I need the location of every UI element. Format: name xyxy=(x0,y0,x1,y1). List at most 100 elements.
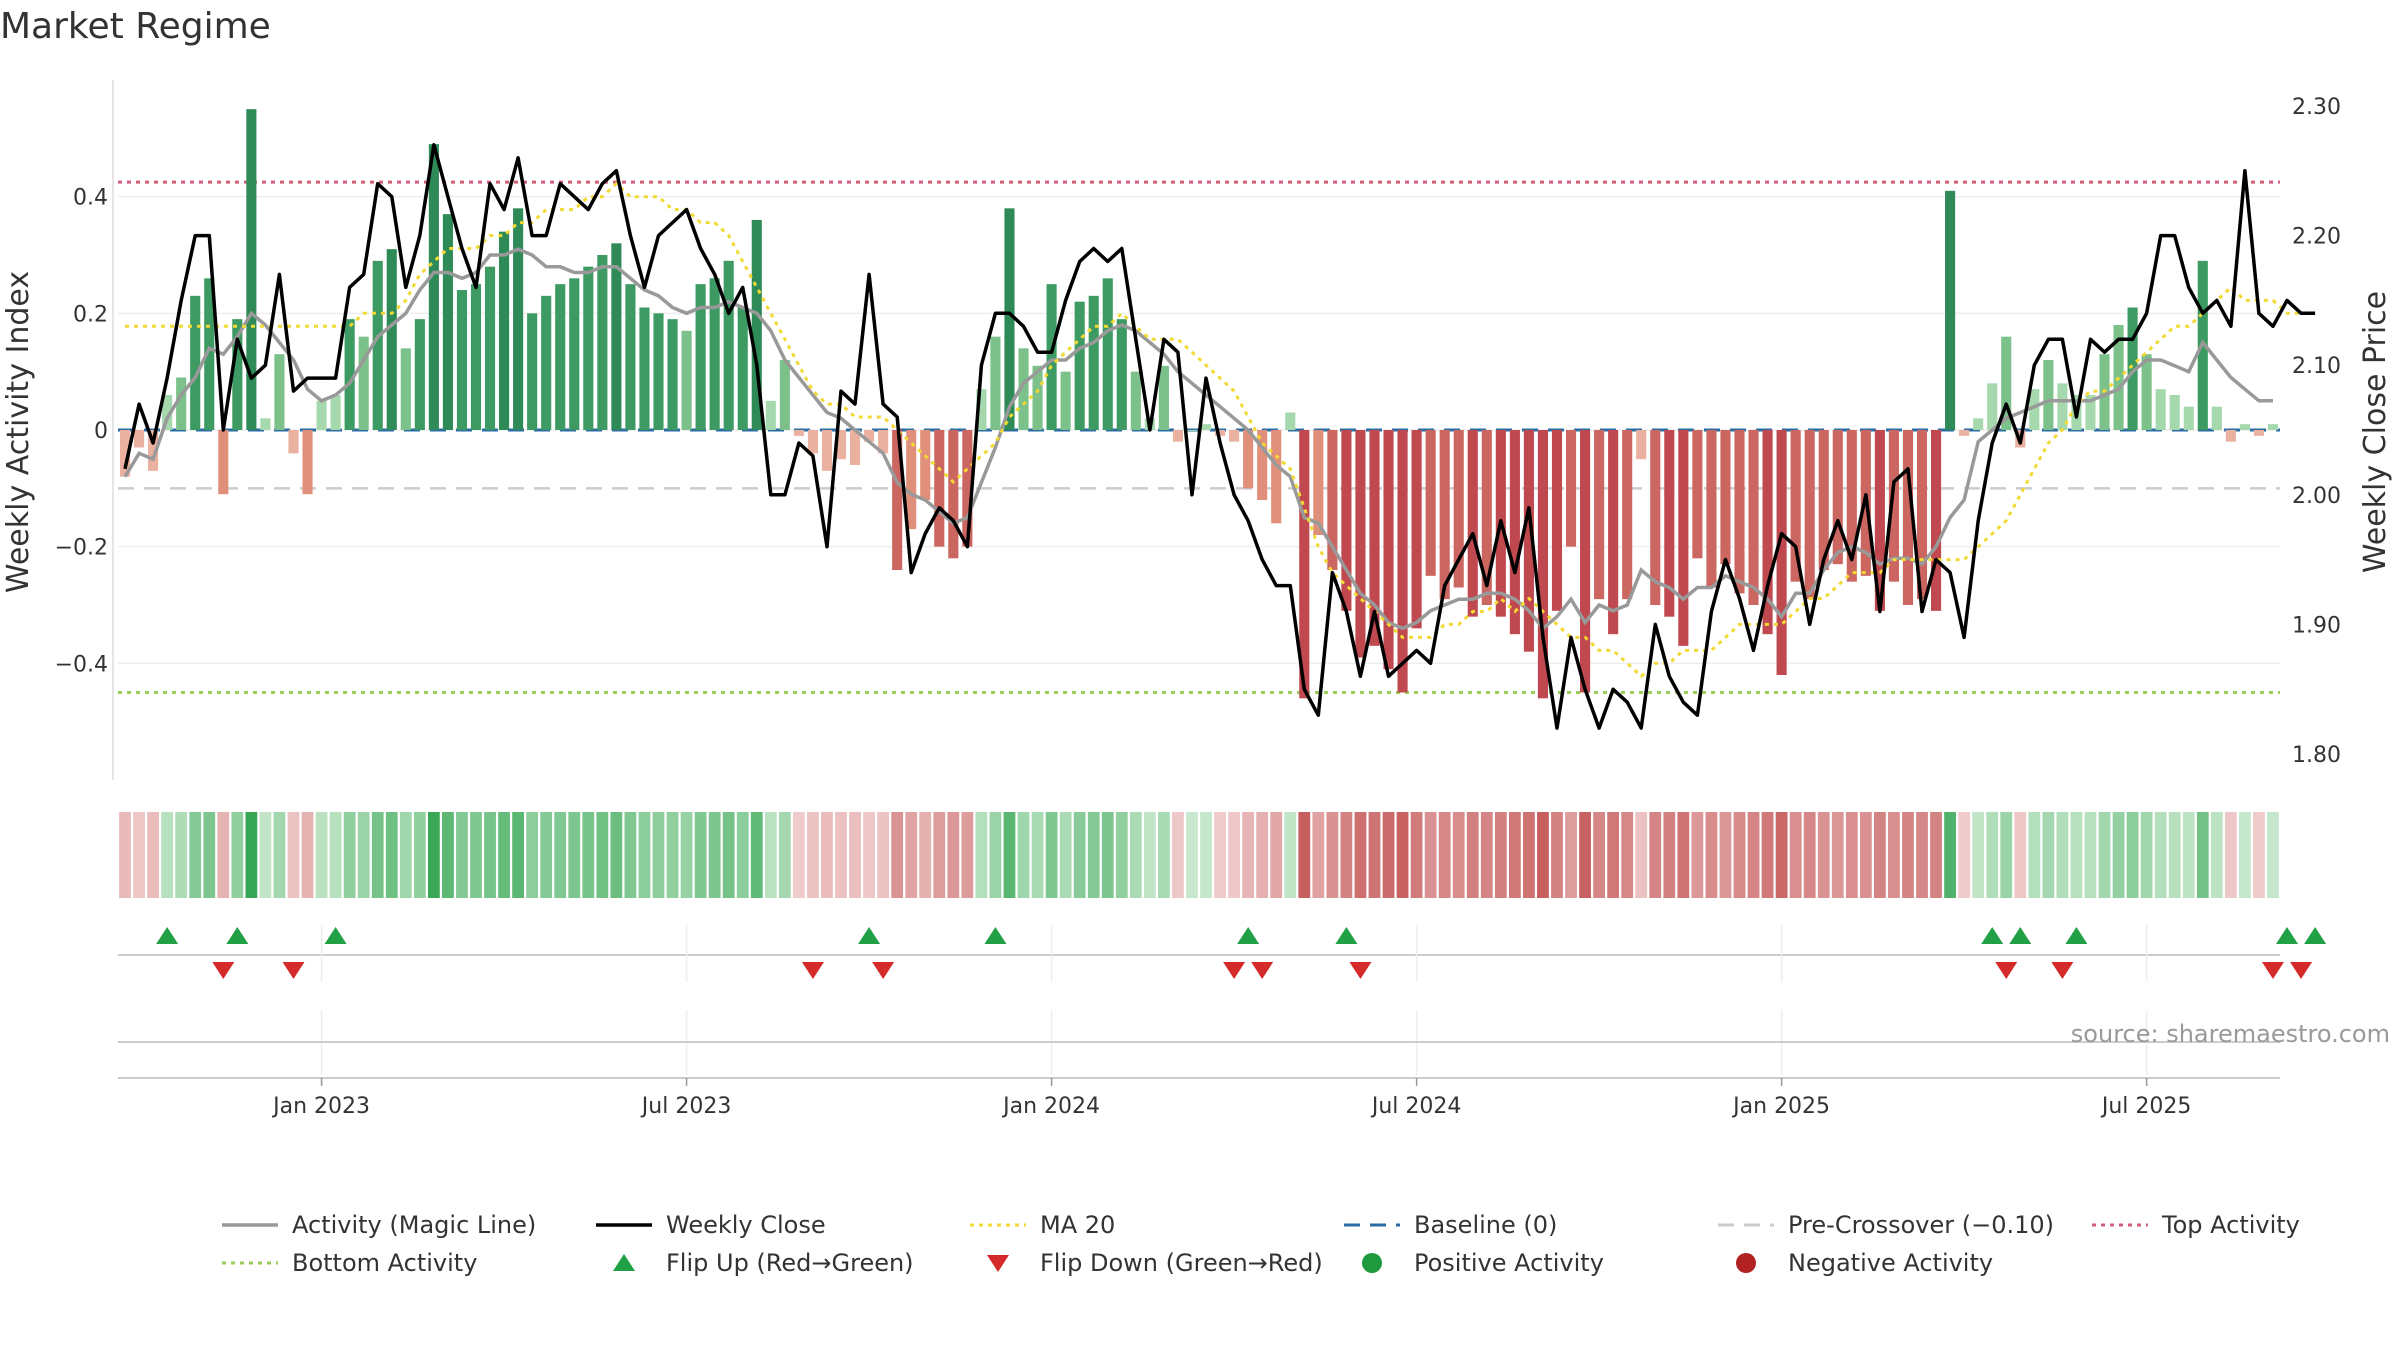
strip-cell-111 xyxy=(1677,812,1690,898)
activity-bar-67 xyxy=(1060,371,1071,430)
strip-cell-85 xyxy=(1312,812,1325,898)
activity-bar-50 xyxy=(821,430,833,471)
strip-cell-44 xyxy=(736,812,749,898)
activity-bar-96 xyxy=(1467,430,1478,617)
flip-up-marker-4 xyxy=(984,927,1007,944)
legend-item-10: Negative Activity xyxy=(1736,1249,1993,1277)
activity-bar-126 xyxy=(1888,430,1899,582)
flip-down-marker-9 xyxy=(2261,962,2284,979)
strip-cell-104 xyxy=(1579,812,1591,898)
magic-line xyxy=(123,247,2273,631)
chart-title: Market Regime xyxy=(0,6,271,47)
activity-bar-16 xyxy=(344,319,355,430)
flip-up-marker-7 xyxy=(1981,927,2004,944)
activity-bar-137 xyxy=(2043,360,2054,430)
activity-bar-76 xyxy=(1186,430,1198,431)
flip-down-marker-4 xyxy=(1223,962,1246,979)
strip-cell-68 xyxy=(1073,812,1086,898)
strip-cell-26 xyxy=(484,812,496,898)
activity-bar-20 xyxy=(400,348,411,430)
activity-bar-107 xyxy=(1622,430,1633,600)
legend-swatch-9 xyxy=(1362,1253,1382,1273)
activity-bar-101 xyxy=(1537,430,1549,699)
strip-cell-152 xyxy=(2253,812,2265,898)
activity-bar-65 xyxy=(1032,365,1043,430)
strip-cell-13 xyxy=(301,812,314,898)
activity-bar-36 xyxy=(625,284,636,430)
flip-down-marker-8 xyxy=(2051,962,2074,979)
activity-bar-8 xyxy=(232,319,243,430)
strip-cell-89 xyxy=(1368,812,1381,898)
legend-item-4: Pre-Crossover (−0.10) xyxy=(1718,1211,2054,1239)
strip-cell-37 xyxy=(638,812,651,898)
activity-bar-0 xyxy=(119,430,131,477)
strip-cell-116 xyxy=(1747,812,1760,898)
strip-cell-29 xyxy=(526,812,539,898)
activity-bar-89 xyxy=(1369,430,1380,646)
activity-bar-61 xyxy=(976,389,987,430)
strip-cell-112 xyxy=(1691,812,1704,898)
activity-bar-28 xyxy=(513,208,524,430)
strip-cell-65 xyxy=(1031,812,1044,898)
strip-cell-133 xyxy=(1986,812,1999,898)
strip-cell-105 xyxy=(1593,812,1606,898)
flip-markers-panel xyxy=(118,925,2327,982)
activity-bar-121 xyxy=(1818,430,1829,570)
strip-cell-56 xyxy=(905,812,918,898)
strip-cell-151 xyxy=(2239,812,2251,898)
activity-bar-24 xyxy=(456,290,468,430)
activity-bar-49 xyxy=(807,430,818,454)
activity-bar-9 xyxy=(246,109,257,431)
strip-cell-149 xyxy=(2210,812,2223,898)
activity-bar-58 xyxy=(934,430,945,547)
flip-up-marker-10 xyxy=(2276,927,2299,944)
activity-bar-42 xyxy=(709,278,720,430)
activity-bar-102 xyxy=(1551,430,1563,611)
activity-bar-100 xyxy=(1523,430,1534,652)
strip-cell-78 xyxy=(1214,812,1226,898)
strip-cell-15 xyxy=(329,812,342,898)
left-tick-label-0: 0.4 xyxy=(73,186,108,211)
strip-cell-126 xyxy=(1888,812,1900,898)
legend-label-9: Positive Activity xyxy=(1414,1249,1604,1277)
activity-bar-143 xyxy=(2127,307,2138,430)
strip-cell-46 xyxy=(764,812,777,898)
strip-cell-100 xyxy=(1523,812,1535,898)
flip-up-marker-3 xyxy=(858,927,881,944)
strip-cell-7 xyxy=(217,812,230,898)
activity-bar-48 xyxy=(793,430,804,436)
activity-bar-74 xyxy=(1158,365,1169,430)
activity-bar-109 xyxy=(1650,430,1661,605)
strip-cell-76 xyxy=(1186,812,1198,898)
left-tick-label-2: 0 xyxy=(94,419,108,444)
strip-cell-86 xyxy=(1326,812,1339,898)
strip-cell-114 xyxy=(1719,812,1732,898)
strip-cell-12 xyxy=(287,812,300,898)
legend-swatch-7 xyxy=(613,1254,635,1271)
right-tick-label-0: 2.30 xyxy=(2292,95,2341,120)
activity-bar-13 xyxy=(302,430,313,495)
strip-cell-79 xyxy=(1228,812,1240,898)
right-tick-label-4: 1.90 xyxy=(2292,613,2341,638)
activity-bar-55 xyxy=(892,430,903,570)
activity-bar-125 xyxy=(1874,430,1885,611)
strip-cell-36 xyxy=(624,812,637,898)
activity-bar-138 xyxy=(2057,383,2068,430)
activity-bar-133 xyxy=(1987,383,1998,430)
legend-item-5: Top Activity xyxy=(2092,1211,2300,1239)
activity-bar-35 xyxy=(611,243,622,430)
strip-cell-64 xyxy=(1017,812,1030,898)
activity-bar-31 xyxy=(555,284,566,430)
strip-cell-115 xyxy=(1733,812,1746,898)
flip-down-marker-5 xyxy=(1251,962,1274,979)
activity-bar-87 xyxy=(1341,430,1352,611)
strip-cell-98 xyxy=(1494,812,1507,898)
strip-cell-103 xyxy=(1565,812,1577,898)
strip-cell-74 xyxy=(1158,812,1170,898)
strip-cell-66 xyxy=(1045,812,1058,898)
activity-bar-15 xyxy=(330,395,341,430)
activity-bar-105 xyxy=(1594,430,1605,600)
strip-cell-47 xyxy=(778,812,791,898)
activity-bar-146 xyxy=(2169,395,2180,430)
activity-bar-130 xyxy=(1945,190,1956,430)
